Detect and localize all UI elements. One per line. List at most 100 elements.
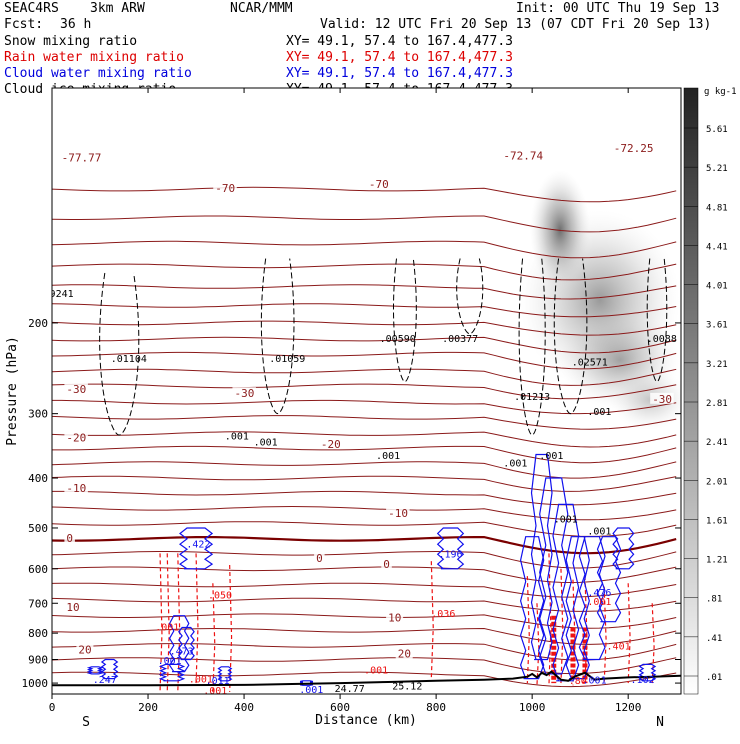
isotherm-label: 20 [398, 647, 411, 660]
mixing-ratio-label: .247 [93, 675, 117, 686]
y-tick-label: 900 [28, 654, 48, 667]
isotherm [52, 475, 677, 492]
field-label-rain: Rain water mixing ratio [4, 50, 184, 65]
x-tick-label: 200 [138, 701, 158, 714]
mixing-ratio-label: .001 [203, 686, 227, 697]
north-label: N [656, 715, 664, 730]
isotherm [52, 284, 677, 300]
mixing-ratio-label: .001 [376, 451, 400, 462]
contour-labels: -77.77 -70 -70 -72.74 -72.25 -30 -30 -30 -20 -20 -… [50, 142, 677, 697]
mixing-ratio-label: .001 [587, 597, 611, 608]
mixing-ratio-label: .001 [225, 432, 249, 443]
cloud-water-contour [178, 527, 214, 570]
mixing-ratio-label: .036 [431, 609, 455, 620]
cloud-water-contour [168, 615, 190, 673]
cloud-water-contour [596, 536, 622, 623]
x-axis: 0 200 400 600 800 1000 1200 [49, 88, 642, 714]
x-axis-title: Distance (km) [315, 713, 417, 728]
mixing-ratio-label: 25.12 [392, 682, 422, 693]
isotherm-label: -72.74 [503, 149, 543, 162]
rain-contour [195, 553, 199, 684]
isotherm-label: -70 [215, 182, 235, 195]
isotherm-label: 0 [66, 532, 73, 545]
isotherm [52, 657, 677, 675]
rain-contour [548, 553, 552, 686]
isotherm [52, 383, 677, 400]
colorbar-tick-label: 2.41 [706, 438, 728, 448]
isotherm [52, 445, 677, 464]
field-xy-cloud-water: XY= 49.1, 57.4 to 167.4,477.3 [286, 66, 513, 81]
colorbar-tick-label: .81 [706, 595, 722, 605]
isotherm-label-bg [64, 383, 88, 395]
isotherm-label-bg [611, 142, 655, 154]
mixing-ratio-label: .01104 [111, 354, 147, 365]
mixing-ratio-label: 9241 [50, 289, 74, 300]
ice-contour [392, 258, 417, 383]
isotherm-label-bg [76, 643, 94, 655]
mixing-ratio-label: .001 [587, 407, 611, 418]
fcst-label: Fcst: [4, 17, 43, 32]
y-axis-title: Pressure (hPa) [5, 336, 20, 446]
y-tick-label: 600 [28, 563, 48, 576]
rain-contour [651, 603, 655, 684]
isotherm [52, 263, 677, 281]
isotherm-label-bg [213, 182, 237, 194]
rain-contour [159, 553, 163, 692]
cloud-water-contour [100, 658, 119, 680]
isotherm [52, 671, 677, 688]
isotherm-label: 20 [78, 644, 91, 657]
mixing-ratio-label: .011 [206, 676, 230, 687]
init-time: Init: 00 UTC Thu 19 Sep 13 [516, 1, 720, 16]
colorbar-tick-label: 5.61 [706, 125, 728, 135]
colorbar: g kg-1 .01 .41 .81 1.21 1.61 2.01 2.41 2.81 3.21… [683, 87, 737, 695]
field-xy-snow: XY= 49.1, 57.4 to 167.4,477.3 [286, 34, 513, 49]
y-tick-label: 700 [28, 597, 48, 610]
isotherm [52, 597, 677, 612]
south-label: S [82, 715, 90, 730]
isotherm-label: -77.77 [62, 152, 102, 165]
x-tick-label: 0 [49, 701, 56, 714]
cloud-water-contour [86, 666, 104, 675]
isotherm-label: -30 [234, 387, 254, 400]
isotherm [52, 582, 677, 598]
colorbar-tick-label: 2.01 [706, 477, 728, 487]
isotherm-label-bg [314, 552, 325, 564]
mixing-ratio-label: .473 [170, 646, 194, 657]
cloud-water-contour [552, 503, 580, 682]
fcst-value: 36 h [60, 17, 91, 32]
terrain-profile [52, 670, 681, 687]
cloud-water-contour [519, 536, 545, 680]
mixing-ratio-label: .401 [607, 641, 631, 652]
isotherm-label-bg [366, 178, 391, 190]
cloud-water-contour [178, 626, 195, 661]
rain-contours [159, 553, 655, 692]
plot-frame [51, 87, 682, 695]
plot-area: -77.77 -70 -70 -72.74 -72.25 -30 -30 -30 -20 -20 -… [50, 88, 681, 697]
colorbar-tick-label: 1.21 [706, 556, 728, 566]
colorbar-tick-label: .01 [706, 673, 722, 683]
isotherm-label: -20 [321, 438, 341, 451]
ice-contour [260, 258, 295, 415]
colorbar-unit: g kg-1 [704, 87, 737, 97]
y-tick-label: 1000 [22, 677, 49, 690]
cloud-water-contour [539, 477, 569, 675]
x-tick-label: 1200 [615, 701, 642, 714]
isotherm [52, 215, 677, 233]
isotherm [52, 461, 677, 479]
cloud-water-contour [217, 666, 233, 682]
isotherm-label: 10 [66, 601, 79, 614]
x-tick-label: 400 [234, 701, 254, 714]
colorbar-tick-label: 1.61 [706, 516, 728, 526]
isotherm-label-bg [318, 437, 343, 449]
isotherm [52, 431, 677, 448]
isotherm [52, 240, 677, 259]
cloud-water-contour [530, 453, 553, 661]
isotherm-label: 0 [383, 558, 390, 571]
colorbar-tick-label: 5.21 [706, 164, 728, 174]
isotherm [52, 415, 677, 430]
mixing-ratio-label: .01213 [514, 392, 550, 403]
mixing-ratio-label: .001 [155, 622, 179, 633]
mixing-ratio-label: .001 [158, 656, 182, 667]
